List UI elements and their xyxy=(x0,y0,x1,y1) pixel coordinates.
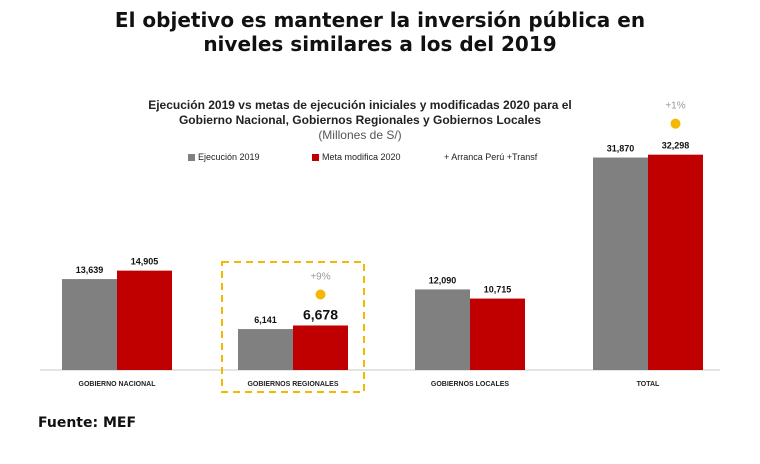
legend-swatch-ejecucion xyxy=(188,153,195,161)
chart-title-line-2: Gobierno Nacional, Gobiernos Regionales … xyxy=(178,113,542,127)
annotation-dot-gobiernos-regionales xyxy=(315,289,326,300)
annotation-text-gobiernos-regionales: +9% xyxy=(310,271,330,282)
legend-swatch-meta xyxy=(312,153,319,161)
bar-meta-modifica-2020-total xyxy=(648,154,703,370)
x-tick-label-gobierno-nacional: GOBIERNO NACIONAL xyxy=(79,381,157,388)
legend-note: + Arranca Perú +Transf xyxy=(444,152,538,162)
data-label-meta-modifica-2020-gobiernos-regionales: 6,678 xyxy=(303,306,338,322)
data-label-ejecuci-n-2019-gobiernos-locales: 12,090 xyxy=(429,275,457,285)
legend-label-meta: Meta modifica 2020 xyxy=(322,152,401,162)
data-label-ejecuci-n-2019-gobierno-nacional: 13,639 xyxy=(76,265,104,275)
annotation-dot-total xyxy=(670,118,681,129)
data-label-meta-modifica-2020-gobierno-nacional: 14,905 xyxy=(131,257,159,267)
bar-meta-modifica-2020-gobiernos-locales xyxy=(470,298,525,370)
bar-ejecuci-n-2019-gobiernos-regionales xyxy=(238,329,293,370)
data-label-meta-modifica-2020-gobiernos-locales: 10,715 xyxy=(484,285,512,295)
headline-line-1: El objetivo es mantener la inversión púb… xyxy=(114,8,646,32)
highlight-box-gobiernos-regionales xyxy=(221,261,365,393)
data-label-meta-modifica-2020-total: 32,298 xyxy=(662,141,690,151)
legend-item-meta: Meta modifica 2020 xyxy=(312,152,401,162)
data-label-ejecuci-n-2019-total: 31,870 xyxy=(607,144,635,154)
legend-label-ejecucion: Ejecución 2019 xyxy=(198,152,260,162)
x-tick-label-total: TOTAL xyxy=(637,381,660,388)
x-tick-label-gobiernos-locales: GOBIERNOS LOCALES xyxy=(431,381,510,388)
data-label-ejecuci-n-2019-gobiernos-regionales: 6,141 xyxy=(254,315,277,325)
bar-ejecuci-n-2019-gobierno-nacional xyxy=(62,279,117,370)
x-tick-label-gobiernos-regionales: GOBIERNOS REGIONALES xyxy=(247,381,338,388)
source-note: Fuente: MEF xyxy=(38,415,137,431)
headline-line-2: niveles similares a los del 2019 xyxy=(203,32,557,56)
bar-ejecuci-n-2019-gobiernos-locales xyxy=(415,289,470,370)
bar-meta-modifica-2020-gobierno-nacional xyxy=(117,270,172,370)
bar-meta-modifica-2020-gobiernos-regionales xyxy=(293,325,348,370)
chart-title-line-1: Ejecución 2019 vs metas de ejecución ini… xyxy=(148,98,572,112)
bar-ejecuci-n-2019-total xyxy=(593,157,648,370)
chart-subtitle: (Millones de S/) xyxy=(318,128,402,142)
annotation-text-total: +1% xyxy=(665,101,685,112)
legend-item-ejecucion: Ejecución 2019 xyxy=(188,152,260,162)
